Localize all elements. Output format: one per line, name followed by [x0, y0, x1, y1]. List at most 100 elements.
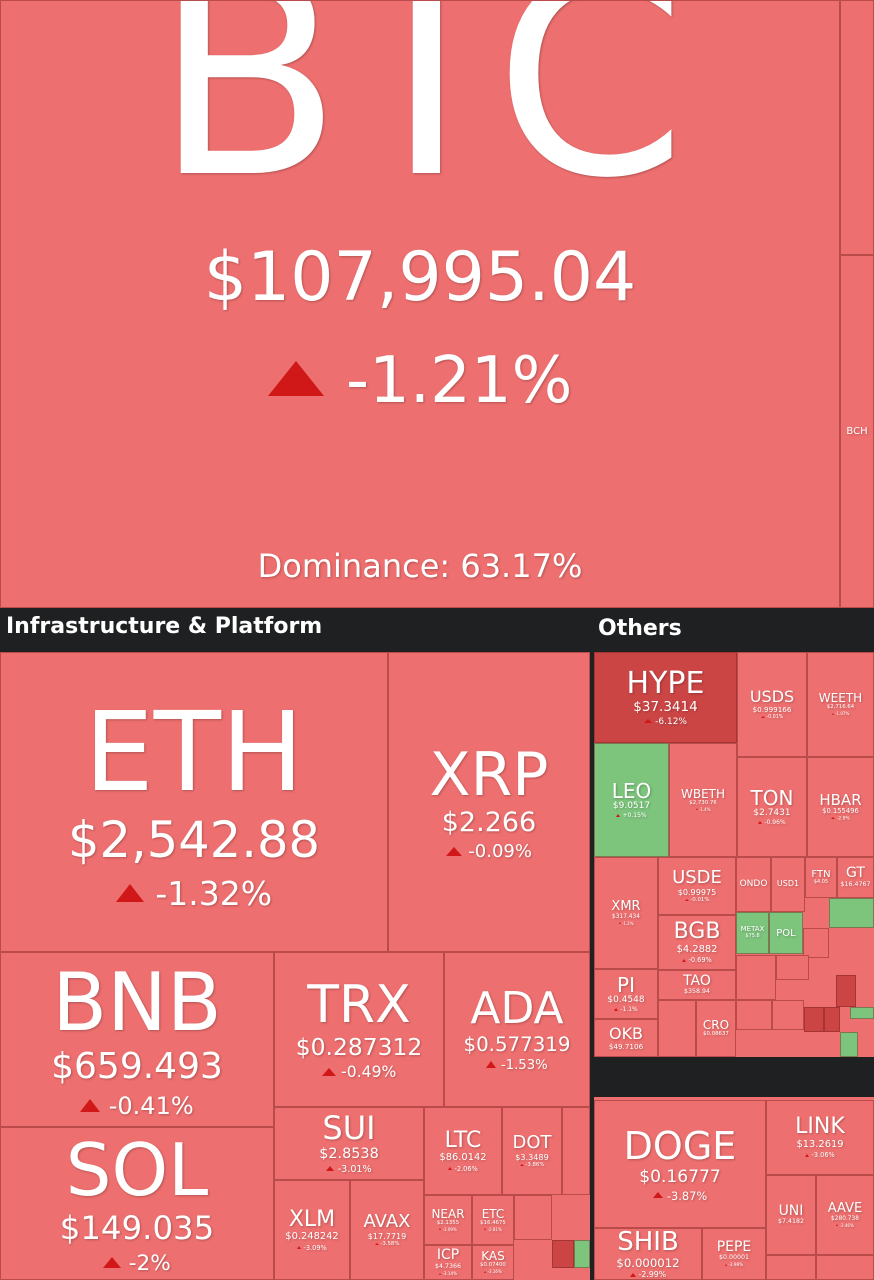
- tile[interactable]: ADA $0.577319 -1.53%: [444, 952, 590, 1107]
- tile[interactable]: AAVE $280.738 -3.46%: [816, 1175, 874, 1255]
- tile[interactable]: PI $0.4548 -1.1%: [594, 969, 658, 1019]
- tile[interactable]: KAS $0.07400 -3.16%: [472, 1245, 514, 1280]
- tile[interactable]: WBETH $2,730.76 -1.4%: [669, 743, 737, 857]
- price: $2.1355: [436, 1219, 460, 1226]
- tile[interactable]: PEPE $0.00001 -3.98%: [702, 1228, 766, 1280]
- change: -3.98%: [728, 1262, 744, 1268]
- tile[interactable]: DOGE $0.16777 -3.87%: [594, 1100, 766, 1228]
- tile[interactable]: UNI $7.4182: [766, 1175, 816, 1255]
- price: $0.99975: [677, 886, 717, 897]
- tile[interactable]: XLM $0.248242 -3.09%: [274, 1180, 350, 1280]
- tile[interactable]: ETC $16.4675 -2.81%: [472, 1195, 514, 1245]
- tile[interactable]: LTC $86.0142 -2.06%: [424, 1107, 502, 1195]
- arrow: [695, 808, 698, 811]
- symbol: BCH: [846, 426, 868, 437]
- symbol: USDE: [672, 866, 722, 888]
- symbol: POL: [776, 927, 796, 939]
- tile[interactable]: ONDO: [736, 857, 771, 912]
- tile[interactable]: BCH: [840, 255, 874, 608]
- price: $86.0142: [439, 1152, 487, 1164]
- tile[interactable]: SUI $2.8538 -3.01%: [274, 1107, 424, 1180]
- symbol: ETC: [481, 1206, 505, 1221]
- price: $2.7431: [753, 807, 791, 818]
- tile[interactable]: TRX $0.287312 -0.49%: [274, 952, 444, 1107]
- tile[interactable]: USDE $0.99975 -0.01%: [658, 857, 736, 915]
- symbol: FTN: [811, 869, 831, 881]
- change: -3.16%: [487, 1269, 502, 1275]
- change-row: -0.01%: [684, 897, 709, 904]
- tile[interactable]: SHIB $0.000012 -2.99%: [594, 1228, 702, 1280]
- symbol: TON: [750, 785, 794, 810]
- btc-tile[interactable]: BTC $107,995.04 -1.21% Dominance: 63.17%: [0, 0, 840, 608]
- tile[interactable]: DOT $3.3489 -3.86%: [502, 1107, 562, 1195]
- change: -1.2%: [621, 920, 634, 926]
- change-row: -0.96%: [758, 820, 786, 827]
- symbol: USDS: [749, 687, 795, 707]
- symbol: HYPE: [626, 666, 705, 702]
- change: -2.81%: [487, 1226, 502, 1232]
- price: $3.3489: [515, 1151, 549, 1162]
- tile: [804, 1007, 824, 1032]
- tile[interactable]: BGB $4.2882 -0.69%: [658, 915, 736, 970]
- tile[interactable]: POL: [769, 912, 803, 954]
- change: -2.99%: [638, 1270, 667, 1280]
- price: $0.00001: [718, 1254, 750, 1262]
- tile[interactable]: LEO $9.0517 +0.15%: [594, 743, 669, 857]
- symbol: METAX: [740, 925, 765, 934]
- section-title: Others: [598, 616, 682, 641]
- tile[interactable]: AVAX $17.7719 -3.58%: [350, 1180, 424, 1280]
- tile[interactable]: OKB $49.7106: [594, 1019, 658, 1057]
- tile[interactable]: TON $2.7431 -0.96%: [737, 757, 807, 857]
- tile[interactable]: GT $16.4767: [837, 857, 874, 898]
- symbol: BGB: [673, 919, 721, 945]
- tile[interactable]: FTN $4.05: [805, 857, 837, 898]
- tile[interactable]: USD1: [771, 857, 805, 912]
- change: -1.32%: [155, 873, 273, 913]
- tile[interactable]: METAX $75.8: [736, 912, 769, 954]
- change-row: -2%: [103, 1252, 171, 1276]
- change-row: -2.9%: [831, 816, 850, 822]
- arrow: [831, 816, 836, 819]
- tile[interactable]: ETH $2,542.88 -1.32%: [0, 652, 388, 952]
- arrow: [519, 1163, 524, 1166]
- symbol: XMR: [611, 898, 641, 914]
- tile[interactable]: SOL $149.035 -2%: [0, 1127, 274, 1280]
- arrow: [684, 898, 689, 901]
- symbol: CRO: [702, 1017, 730, 1032]
- tile: [574, 1240, 590, 1268]
- tile[interactable]: ICP $4.7366 -3.14%: [424, 1245, 472, 1280]
- tile[interactable]: HYPE $37.3414 -6.12%: [594, 652, 737, 743]
- change-row: -3.01%: [326, 1164, 372, 1176]
- change-row: -6.12%: [644, 717, 687, 728]
- change: -1.21%: [345, 344, 573, 418]
- tile[interactable]: LINK $13.2619 -3.06%: [766, 1100, 874, 1175]
- tile[interactable]: CRO $0.08637: [696, 1000, 736, 1057]
- tile[interactable]: BNB $659.493 -0.41%: [0, 952, 274, 1127]
- arrow: [326, 1166, 335, 1172]
- tile[interactable]: NEAR $2.1355 -3.09%: [424, 1195, 472, 1245]
- tile[interactable]: XRP $2.266 -0.09%: [388, 652, 590, 952]
- tile[interactable]: TAO $358.94: [658, 970, 736, 1000]
- tile[interactable]: HBAR $0.155496 -2.9%: [807, 757, 874, 857]
- price: $0.16777: [639, 1166, 721, 1187]
- symbol: BTC: [153, 0, 687, 238]
- tile[interactable]: USDS $0.999166 -0.01%: [737, 652, 807, 757]
- tile: [824, 1007, 840, 1032]
- price: $358.94: [683, 988, 711, 996]
- change-row: -3.86%: [519, 1162, 544, 1169]
- price: $0.08637: [703, 1031, 729, 1038]
- symbol: XLM: [288, 1206, 336, 1232]
- change: -1.1%: [620, 1006, 638, 1014]
- tile: [840, 0, 874, 255]
- price: $317.434: [612, 914, 640, 921]
- price: $0.287312: [295, 1032, 423, 1061]
- tile[interactable]: WEETH $2,716.64 -1.07%: [807, 652, 874, 757]
- price: $0.155496: [822, 807, 859, 816]
- section-title: Infrastructure & Platform: [6, 614, 323, 639]
- tile[interactable]: XMR $317.434 -1.2%: [594, 857, 658, 969]
- change: -1.53%: [500, 1058, 548, 1074]
- price: $37.3414: [633, 699, 698, 716]
- change: -2%: [128, 1250, 171, 1276]
- tile: [836, 975, 856, 1007]
- change: -3.87%: [666, 1188, 708, 1203]
